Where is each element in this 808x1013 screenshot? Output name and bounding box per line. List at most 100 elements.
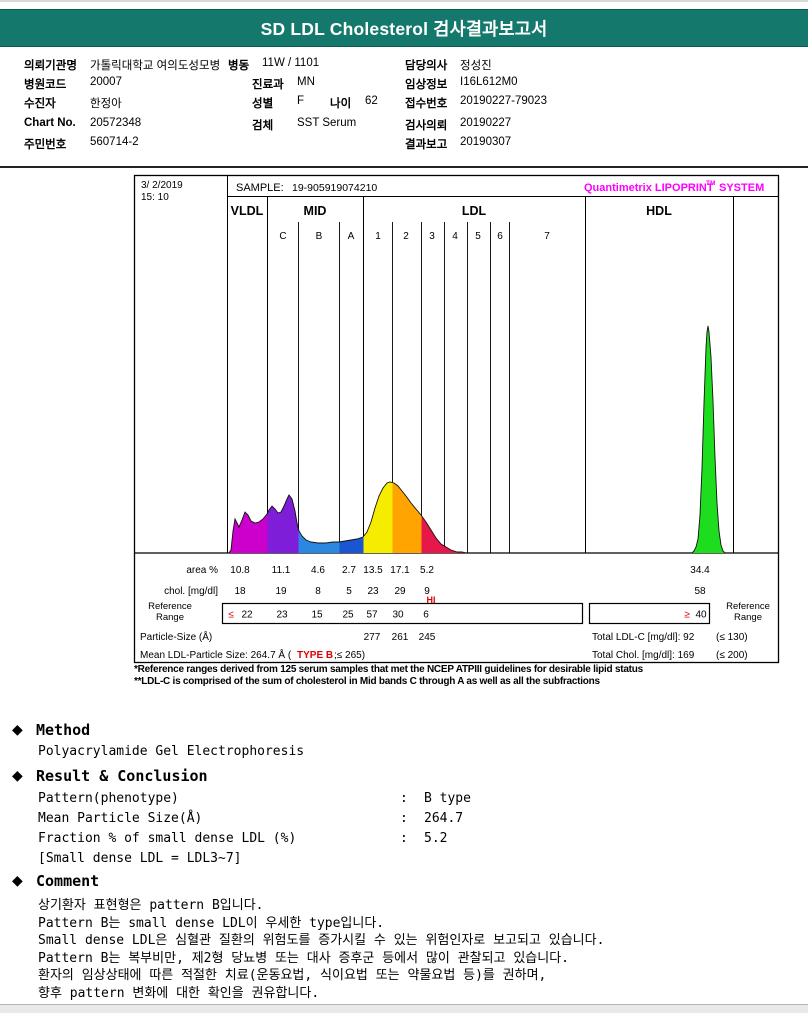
result-row-name: [Small dense LDL = LDL3~7]: [38, 851, 242, 866]
rrn-value: 560714-2: [90, 136, 139, 148]
result-diamond-icon: ◆: [12, 768, 23, 784]
brand-name: Quantimetrix LIPOPRINT: [584, 182, 714, 194]
method-title: Method: [36, 721, 91, 739]
result-row-name: Fraction % of small dense LDL (%): [38, 831, 297, 846]
hospital-code-label: 병원코드: [24, 79, 67, 91]
total-ldl-c-ref: (≤ 130): [716, 632, 748, 643]
result-row-value: 264.7: [424, 811, 464, 826]
particle-ldl2: 261: [392, 632, 409, 643]
chol-mid-b: 8: [315, 586, 321, 597]
ref-row-label-line1: Reference: [148, 601, 192, 612]
result-row-colon: :: [400, 831, 408, 846]
ward-value: 11W / 1101: [262, 57, 320, 69]
specimen-label: 검체: [252, 120, 274, 132]
area-mid-c: 11.1: [272, 565, 291, 576]
area-mid-b: 4.6: [311, 565, 325, 576]
comment-line: Small dense LDL은 심혈관 질환의 위험도를 증가시킬 수 있는 …: [38, 933, 605, 948]
age-label: 나이: [330, 98, 352, 110]
ordered-date-label: 검사의뢰: [405, 120, 448, 132]
area-ldl3: 5.2: [420, 565, 434, 576]
result-row-colon: :: [400, 791, 408, 806]
brand-tm: TM: [706, 180, 715, 187]
area-hdl: 34.4: [690, 565, 710, 576]
comment-title: Comment: [36, 872, 100, 890]
result-row-colon: :: [400, 811, 408, 826]
clinical-info-label: 임상정보: [405, 79, 448, 91]
method-diamond-icon: ◆: [12, 722, 23, 738]
dept-label: 진료과: [252, 79, 284, 91]
result-row-name: Mean Particle Size(Å): [38, 811, 203, 826]
lane-title-ldl: LDL: [462, 204, 487, 218]
top-divider: [0, 0, 808, 2]
pattern-type-flag: TYPE B: [297, 650, 333, 661]
particle-ldl1: 277: [364, 632, 381, 643]
footnote-1: *Reference ranges derived from 125 serum…: [134, 664, 643, 675]
hi-flag: HI: [427, 595, 436, 605]
area-mid-a: 2.7: [342, 565, 356, 576]
comment-line: 상기환자 표현형은 pattern B입니다.: [38, 898, 264, 913]
comment-line: 향후 pattern 변화에 대한 확인을 권유합니다.: [38, 985, 320, 1001]
sublane-b: B: [316, 231, 323, 242]
area-ldl1: 13.5: [363, 565, 383, 576]
particle-ldl3: 245: [419, 632, 436, 643]
sublane-2: 2: [403, 231, 409, 242]
ref-mid-b: 15: [311, 610, 323, 621]
total-ldl-c: Total LDL-C [mg/dl]: 92: [592, 632, 695, 643]
doctor-value: 정성진: [460, 60, 492, 72]
accession-label: 접수번호: [405, 98, 448, 110]
chol-vldl: 18: [234, 586, 246, 597]
chol-ldl2: 29: [394, 586, 406, 597]
patient-name-value: 한정아: [90, 98, 122, 110]
chart-no-label: Chart No.: [24, 117, 76, 129]
doctor-label: 담당의사: [405, 60, 448, 72]
sex-label: 성별: [252, 98, 274, 110]
rrn-label: 주민번호: [24, 139, 67, 151]
ref-ldl1: 57: [366, 610, 378, 621]
result-row-name: Pattern(phenotype): [38, 791, 179, 806]
sublane-7: 7: [544, 231, 550, 242]
particle-row-label: Particle-Size (Å): [140, 630, 212, 643]
reported-date-label: 결과보고: [405, 139, 448, 151]
comment-line: 환자의 임상상태에 따른 적절한 치료(운동요법, 식이요법 또는 약물요법 등…: [38, 968, 547, 983]
result-row-value: 5.2: [424, 831, 448, 846]
page-title: SD LDL Cholesterol 검사결과보고서: [260, 18, 548, 39]
dept-value: MN: [297, 76, 315, 88]
ref-ldl3: 6: [423, 610, 429, 621]
specimen-value: SST Serum: [297, 117, 357, 129]
densitometry-curve-hdl: [691, 325, 726, 554]
result-title: Result & Conclusion: [36, 767, 208, 785]
lipoprint-chart: 3/ 2/2019 15: 10 SAMPLE: 19-905919074210…: [133, 174, 780, 664]
ref-le-icon: ≤: [228, 610, 234, 621]
chol-ldl1: 23: [367, 586, 379, 597]
bottom-window-edge: [0, 1004, 808, 1013]
ref-row-label-right-line2: Range: [734, 612, 762, 623]
lane-title-vldl: VLDL: [231, 204, 264, 218]
chol-row-label: chol. [mg/dl]: [164, 586, 218, 597]
ref-ldl2: 30: [392, 610, 404, 621]
total-chol: Total Chol. [mg/dl]: 169: [592, 650, 695, 661]
mean-particle-prefix: Mean LDL-Particle Size: 264.7 Å (: [140, 648, 292, 661]
accession-value: 20190227-79023: [460, 95, 547, 107]
org-label: 의뢰기관명: [24, 60, 77, 72]
age-value: 62: [365, 95, 378, 107]
area-vldl: 10.8: [230, 565, 250, 576]
area-row-label: area %: [186, 565, 218, 576]
header-divider: [0, 166, 808, 168]
ref-hdl: 40: [695, 610, 707, 621]
chol-ldl3: 9: [424, 586, 430, 597]
reported-date-value: 20190307: [460, 136, 512, 148]
chol-mid-a: 5: [346, 586, 352, 597]
hospital-code-value: 20007: [90, 76, 122, 88]
comment-line: Pattern B는 small dense LDL이 우세한 type입니다.: [38, 915, 385, 931]
patient-name-label: 수진자: [24, 98, 56, 110]
ref-range-box-main: [221, 602, 584, 625]
sample-label: SAMPLE:: [236, 182, 284, 194]
ref-range-box-hdl: [588, 602, 711, 625]
footnote-2: **LDL-C is comprised of the sum of chole…: [134, 676, 600, 687]
ref-mid-c: 23: [276, 610, 288, 621]
ref-row-label-line2: Range: [156, 612, 184, 623]
lane-title-hdl: HDL: [646, 204, 672, 218]
sublane-6: 6: [497, 231, 503, 242]
sublane-c: C: [279, 231, 286, 242]
